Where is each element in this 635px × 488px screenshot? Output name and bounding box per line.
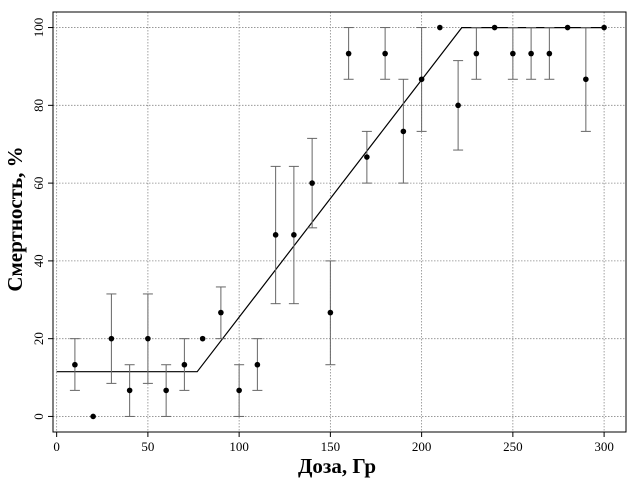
x-tick-label: 150 (321, 439, 341, 454)
data-point (291, 232, 297, 238)
data-point (163, 387, 169, 394)
plot-frame (52, 11, 627, 433)
data-point (108, 335, 115, 342)
data-point (400, 128, 407, 135)
data-points-group (69, 24, 607, 420)
data-point (437, 24, 443, 31)
y-tick-label: 80 (31, 99, 46, 112)
x-tick-label: 250 (503, 439, 523, 454)
x-tick-label: 50 (141, 439, 154, 454)
data-point (236, 387, 242, 394)
data-point (218, 309, 224, 316)
data-point (418, 76, 425, 83)
y-tick-label: 60 (31, 177, 46, 190)
data-point (345, 50, 352, 57)
data-point (90, 413, 96, 420)
data-point (528, 50, 534, 57)
data-point (145, 335, 151, 342)
x-axis-title: Доза, Гр (298, 454, 376, 478)
data-point (473, 50, 480, 57)
data-point (382, 50, 388, 57)
x-tick-label: 200 (412, 439, 432, 454)
data-point (126, 387, 133, 394)
y-tick-label: 0 (31, 413, 46, 420)
x-axis-ticks: 0 50 100 150 200 250 300 (53, 432, 614, 454)
data-point (601, 24, 607, 31)
plot-background (53, 12, 626, 432)
y-tick-label: 20 (31, 332, 46, 345)
y-tick-label: 40 (31, 254, 46, 267)
data-point (72, 361, 78, 368)
y-axis-title: Смертность, % (3, 146, 27, 291)
data-point (583, 76, 589, 83)
data-point (546, 50, 553, 57)
x-tick-label: 100 (229, 439, 249, 454)
y-tick-label: 100 (31, 18, 46, 38)
data-point (364, 154, 370, 160)
data-point (272, 232, 279, 238)
data-point (309, 180, 315, 186)
data-point (491, 24, 498, 31)
data-point (564, 24, 571, 31)
data-point (510, 50, 516, 57)
x-tick-label: 300 (594, 439, 614, 454)
data-point (327, 309, 334, 316)
data-point (199, 335, 206, 342)
x-tick-label: 0 (53, 439, 60, 454)
data-point (455, 102, 461, 109)
data-point (254, 361, 261, 368)
data-point (181, 361, 188, 368)
y-axis-ticks: 0 20 40 60 80 100 (31, 18, 53, 420)
